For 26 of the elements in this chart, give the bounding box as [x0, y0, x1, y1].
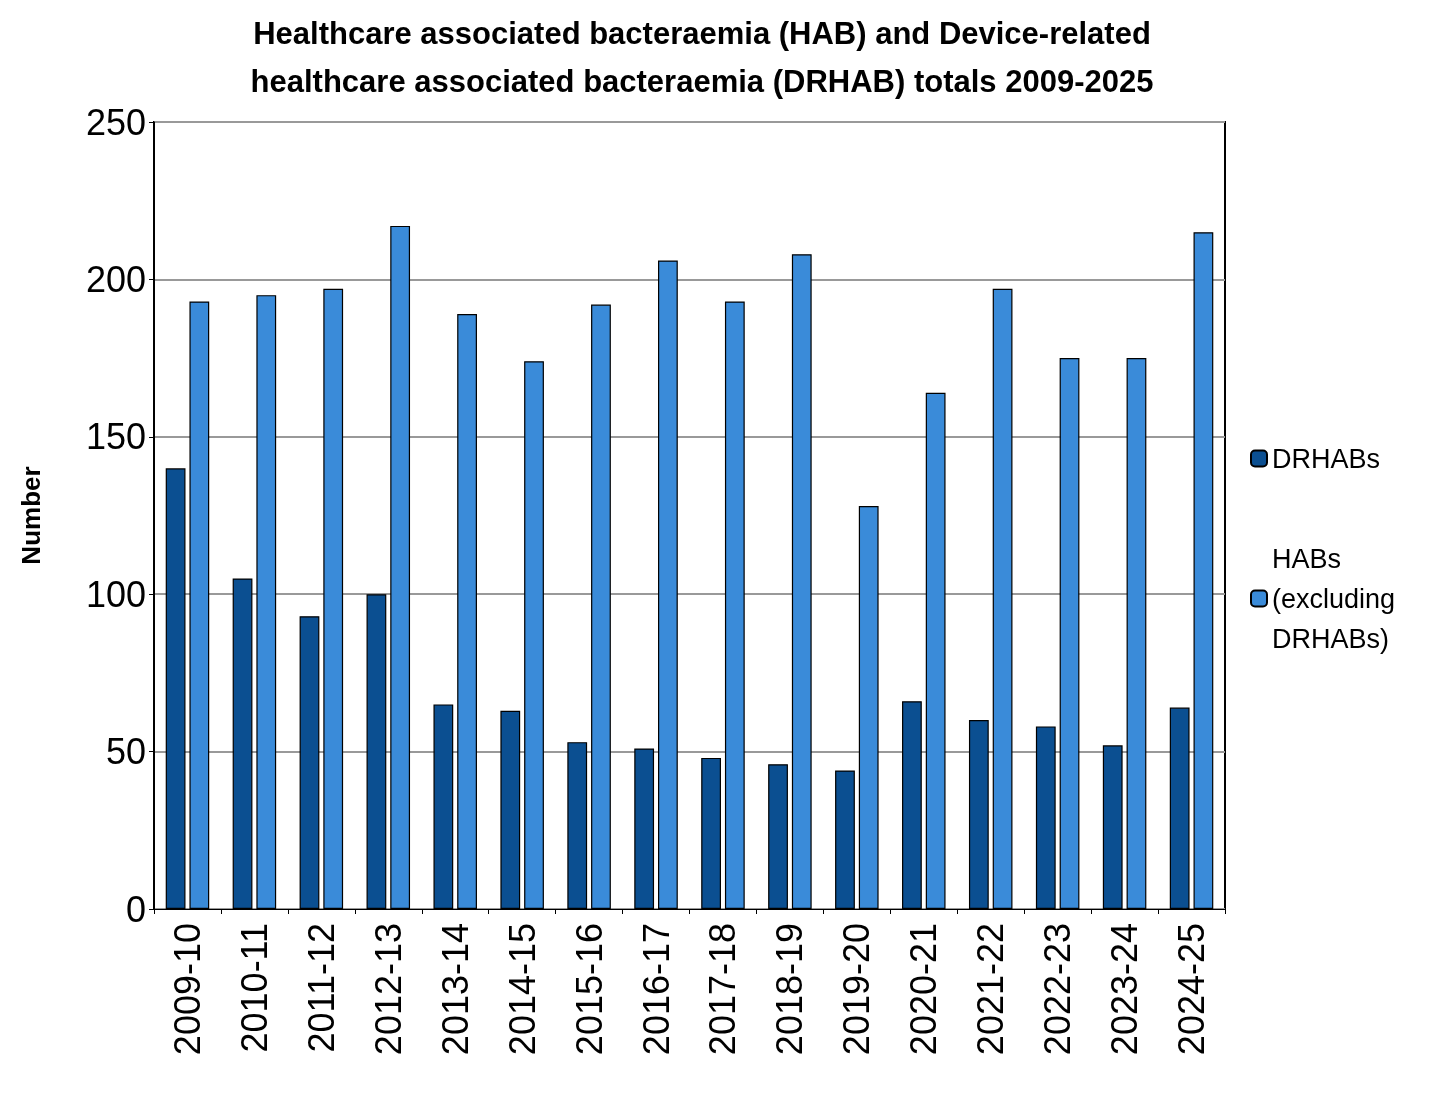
x-tick-label: 2022-23 [1037, 923, 1079, 1056]
y-tick-label: 100 [85, 573, 146, 615]
x-tick-label: 2013-14 [434, 923, 476, 1056]
y-tick-label: 200 [85, 258, 146, 300]
x-tick-label: 2020-21 [903, 923, 945, 1056]
x-tick-label: 2024-25 [1171, 923, 1213, 1056]
x-tick-label: 2018-19 [769, 923, 811, 1056]
legend-label: DRHABs [1272, 443, 1381, 474]
y-tick-label: 250 [85, 101, 146, 143]
legend-label: HABs (excluding DRHABs) [1272, 543, 1403, 654]
x-tick-label: 2009-10 [166, 923, 208, 1056]
x-tick-label: 2011-12 [300, 923, 342, 1053]
x-tick-label: 2017-18 [702, 923, 744, 1056]
y-tick-label: 150 [85, 416, 146, 458]
x-tick-label: 2023-24 [1104, 923, 1146, 1056]
y-axis-title: Number [16, 466, 46, 565]
x-tick-label: 2019-20 [836, 923, 878, 1056]
y-tick-label: 0 [125, 888, 146, 930]
y-tick-label: 50 [105, 731, 146, 773]
x-tick-label: 2014-15 [501, 923, 543, 1056]
x-tick-label: 2016-17 [635, 923, 677, 1056]
x-tick-label: 2012-13 [367, 923, 409, 1056]
x-tick-label: 2010-11 [233, 923, 275, 1053]
x-tick-label: 2021-22 [970, 923, 1012, 1056]
chart-title: Healthcare associated bacteraemia (HAB) and Device-related healthcare associated bacteraemia (DRHAB) totals 2009-2025 [250, 15, 1154, 99]
x-tick-label: 2015-16 [568, 923, 610, 1056]
